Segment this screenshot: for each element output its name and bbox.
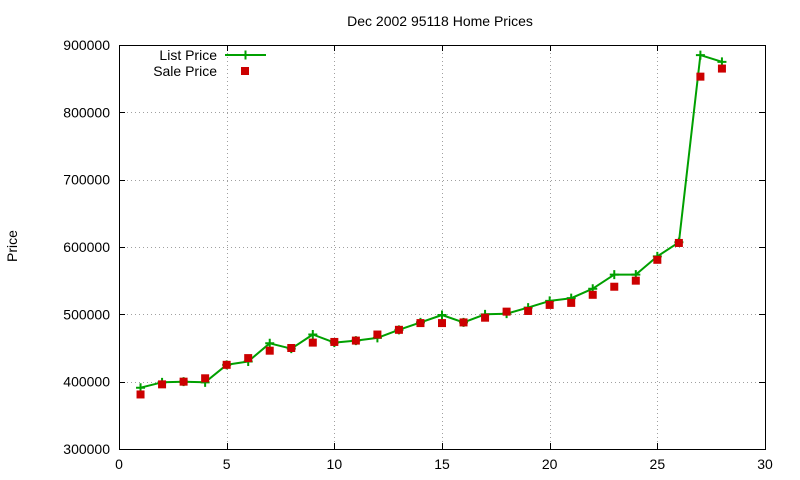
y-tick-label: 500000 (63, 306, 110, 322)
list-price-point (308, 330, 318, 340)
y-tick-label: 700000 (63, 172, 110, 188)
sale-price-point (481, 313, 490, 322)
sale-price-point (394, 325, 403, 334)
sale-price-point (351, 336, 360, 345)
grid (119, 45, 765, 449)
sale-price-point (416, 319, 425, 328)
list-price-line (140, 54, 723, 389)
list-price-point (265, 338, 275, 348)
list-price-point (695, 50, 705, 60)
sale-price-point (179, 377, 188, 386)
sale-price-point (158, 380, 167, 389)
sale-price-point (222, 360, 231, 369)
sale-price-point (287, 344, 296, 352)
sale-price-point (610, 282, 619, 291)
sale-price-point (717, 64, 726, 73)
y-tick-label: 600000 (63, 239, 110, 255)
sale-price-point (524, 306, 533, 315)
sale-price-point (696, 72, 705, 81)
legend-marker-list-price (241, 50, 250, 60)
sale-price-point (545, 300, 554, 309)
legend: List Price Sale Price (153, 47, 266, 79)
sale-price-point (674, 238, 683, 247)
sale-price-point (502, 307, 511, 316)
x-tick-label: 15 (434, 456, 450, 472)
sale-price-point (631, 276, 640, 285)
sale-price-point (308, 338, 317, 347)
y-tick-label: 800000 (63, 104, 110, 120)
series-layer (136, 50, 727, 399)
sale-price-point (136, 390, 145, 399)
sale-price-point (201, 374, 210, 383)
sale-price-point (265, 346, 274, 355)
x-tick-label: 5 (223, 456, 231, 472)
sale-price-point (438, 319, 446, 328)
sale-price-point (567, 298, 576, 307)
list-price-point (609, 270, 619, 280)
y-axis-label: Price (4, 230, 20, 262)
sale-price-point (330, 337, 339, 346)
chart-title: Dec 2002 95118 Home Prices (347, 13, 533, 29)
sale-price-point (459, 318, 468, 327)
x-tick-label: 20 (542, 456, 558, 472)
y-tick-label: 900000 (63, 37, 110, 53)
x-tick-label: 0 (115, 456, 123, 472)
legend-marker-sale-price (241, 67, 249, 75)
x-tick-label: 25 (650, 456, 666, 472)
legend-label-sale-price: Sale Price (153, 63, 217, 79)
y-tick-label: 300000 (63, 441, 110, 457)
sale-price-point (653, 255, 662, 264)
y-tick-label: 400000 (63, 374, 110, 390)
sale-price-point (588, 290, 597, 299)
x-tick-label: 10 (327, 456, 343, 472)
plot-frame (119, 45, 766, 450)
axis-ticks: 0 5 10 15 20 25 30 300000 400000 500000 600000 7000… (63, 37, 773, 472)
sale-price-point (373, 330, 382, 339)
x-tick-label: 30 (757, 456, 773, 472)
sale-price-point (244, 354, 253, 363)
legend-label-list-price: List Price (159, 47, 217, 63)
list-price-point (437, 310, 447, 320)
